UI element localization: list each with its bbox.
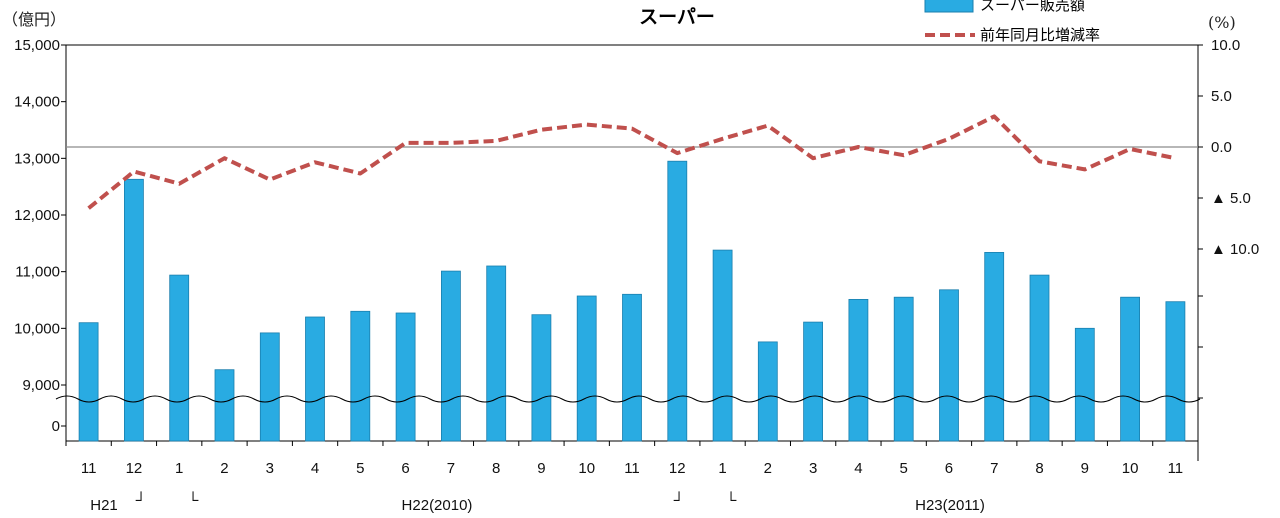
bar — [259, 332, 280, 442]
x-tick-label: 5 — [356, 460, 364, 477]
axes: 15,000 14,000 13,000 12,000 11,000 10,000 9,00… — [14, 37, 1259, 514]
x-tick-label: 10 — [1122, 460, 1139, 477]
bar — [78, 322, 99, 442]
bar — [124, 178, 144, 442]
left-tick-label: 10,000 — [14, 320, 60, 337]
x-tick-label: 11 — [1168, 460, 1184, 477]
legend-bar-swatch — [924, 0, 974, 13]
x-tick-label: 9 — [537, 460, 545, 477]
bar — [1120, 296, 1140, 442]
bar — [712, 249, 733, 442]
right-tick-label: ▲ 10.0 — [1211, 241, 1259, 258]
right-tick-label: 5.0 — [1211, 88, 1232, 105]
bar — [169, 274, 190, 442]
year-boundary-marker: ┘ — [674, 491, 685, 509]
x-tick-label: 12 — [669, 460, 686, 477]
year-label: H21 — [90, 497, 118, 514]
right-axis-unit: (%) — [1208, 13, 1236, 32]
right-tick-label: 10.0 — [1211, 37, 1240, 54]
bar — [531, 314, 552, 442]
bar — [1074, 327, 1095, 442]
left-tick-label: 15,000 — [14, 37, 60, 54]
x-tick-label: 11 — [81, 460, 97, 477]
x-tick-label: 11 — [624, 460, 640, 477]
bar — [486, 265, 507, 442]
bar — [440, 270, 461, 442]
bar — [395, 312, 416, 442]
axis-break-wave — [55, 395, 1201, 403]
year-label: H23(2011) — [915, 497, 985, 514]
bar — [984, 251, 1005, 442]
left-tick-label: 9,000 — [22, 377, 60, 394]
x-tick-label: 6 — [945, 460, 953, 477]
year-boundary-marker: ┘ — [136, 491, 147, 509]
bar — [622, 293, 642, 442]
bar — [1029, 274, 1050, 442]
left-tick-label: 13,000 — [14, 150, 60, 167]
left-tick-label: 0 — [52, 418, 60, 435]
bar — [214, 369, 235, 442]
x-tick-label: 9 — [1081, 460, 1089, 477]
x-tick-label: 3 — [809, 460, 817, 477]
left-tick-label: 11,000 — [15, 264, 60, 281]
x-tick-label: 4 — [311, 460, 319, 477]
chart-title: スーパー — [639, 6, 715, 28]
growth-rate-line — [87, 114, 1176, 210]
x-tick-label: 6 — [401, 460, 409, 477]
x-tick-label: 10 — [578, 460, 595, 477]
bar-series — [78, 160, 1186, 442]
plot-area — [65, 44, 1199, 461]
x-tick-label: 8 — [1035, 460, 1043, 477]
x-tick-label: 5 — [900, 460, 908, 477]
year-boundary-marker: └ — [726, 491, 737, 509]
legend-bar-label: スーパー販売額 — [980, 0, 1085, 14]
legend-line-label: 前年同月比増減率 — [980, 26, 1100, 44]
x-tick-label: 4 — [854, 460, 862, 477]
legend: スーパー販売額 前年同月比増減率 — [924, 0, 1100, 44]
bar — [848, 298, 869, 442]
line-series — [87, 114, 1176, 210]
x-tick-label: 3 — [266, 460, 274, 477]
left-tick-label: 14,000 — [14, 94, 60, 111]
x-tick-label: 7 — [990, 460, 998, 477]
year-label: H22(2010) — [402, 497, 473, 514]
x-tick-label: 2 — [220, 460, 228, 477]
bar — [350, 310, 371, 442]
left-axis-unit: （億円） — [2, 10, 66, 29]
left-tick-label: 12,000 — [14, 207, 60, 224]
bar — [576, 295, 597, 442]
bar — [803, 321, 823, 442]
bar — [1165, 301, 1186, 442]
x-tick-label: 7 — [447, 460, 455, 477]
right-tick-label: ▲ 5.0 — [1211, 190, 1251, 207]
axis-break — [55, 395, 1201, 403]
bar — [305, 316, 325, 442]
x-tick-label: 1 — [175, 460, 183, 477]
x-tick-label: 12 — [126, 460, 143, 477]
bar — [893, 296, 914, 442]
x-tick-label: 1 — [718, 460, 726, 477]
x-tick-label: 2 — [764, 460, 772, 477]
bar — [757, 341, 778, 442]
x-tick-label: 8 — [492, 460, 500, 477]
bar — [667, 160, 688, 442]
bar — [939, 289, 959, 442]
right-tick-label: 0.0 — [1211, 139, 1232, 156]
year-boundary-marker: └ — [188, 491, 199, 509]
